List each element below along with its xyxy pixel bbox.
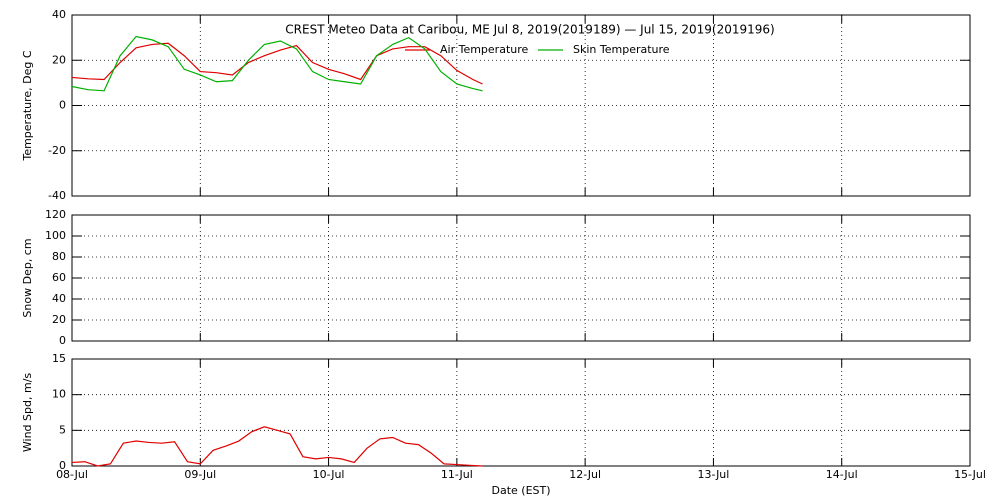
y-tick-label: -20	[48, 144, 66, 157]
x-tick-label: 12-Jul	[569, 468, 601, 481]
x-tick-label: 08-Jul	[56, 468, 88, 481]
y-tick-label: 15	[52, 352, 66, 365]
x-tick-label: 10-Jul	[313, 468, 345, 481]
y-tick-label: 60	[52, 271, 66, 284]
x-tick-label: 15-Jul	[954, 468, 986, 481]
x-tick-label: 13-Jul	[697, 468, 729, 481]
y-tick-label: 0	[59, 459, 66, 472]
y-tick-label: 20	[52, 53, 66, 66]
plot-frame	[71, 214, 971, 342]
y-tick-label: 20	[52, 313, 66, 326]
chart-title: CREST Meteo Data at Caribou, ME Jul 8, 2…	[285, 23, 774, 37]
y-tick-label: 10	[52, 388, 66, 401]
y-axis-label: Temperature, Deg C	[21, 50, 34, 161]
y-tick-label: 80	[52, 250, 66, 263]
y-tick-label: 0	[59, 334, 66, 347]
y-axis-label: Wind Spd, m/s	[21, 373, 34, 453]
y-tick-label: -40	[48, 189, 66, 202]
y-tick-label: 100	[45, 229, 66, 242]
data-line	[71, 42, 483, 85]
y-tick-label: 40	[52, 8, 66, 21]
x-tick-label: 14-Jul	[826, 468, 858, 481]
data-line	[71, 35, 483, 92]
legend-label: Air Temperature	[440, 43, 529, 56]
legend-label: Skin Temperature	[573, 43, 670, 56]
y-axis-label: Snow Dep, cm	[21, 238, 34, 317]
y-tick-label: 40	[52, 292, 66, 305]
x-axis-label: Date (EST)	[491, 484, 550, 497]
plot-frame	[71, 358, 971, 467]
plot-frame	[71, 14, 971, 197]
data-line	[71, 426, 483, 467]
y-tick-label: 0	[59, 99, 66, 112]
y-tick-label: 120	[45, 208, 66, 221]
y-tick-label: 5	[59, 423, 66, 436]
x-tick-label: 11-Jul	[441, 468, 473, 481]
x-tick-label: 09-Jul	[184, 468, 216, 481]
